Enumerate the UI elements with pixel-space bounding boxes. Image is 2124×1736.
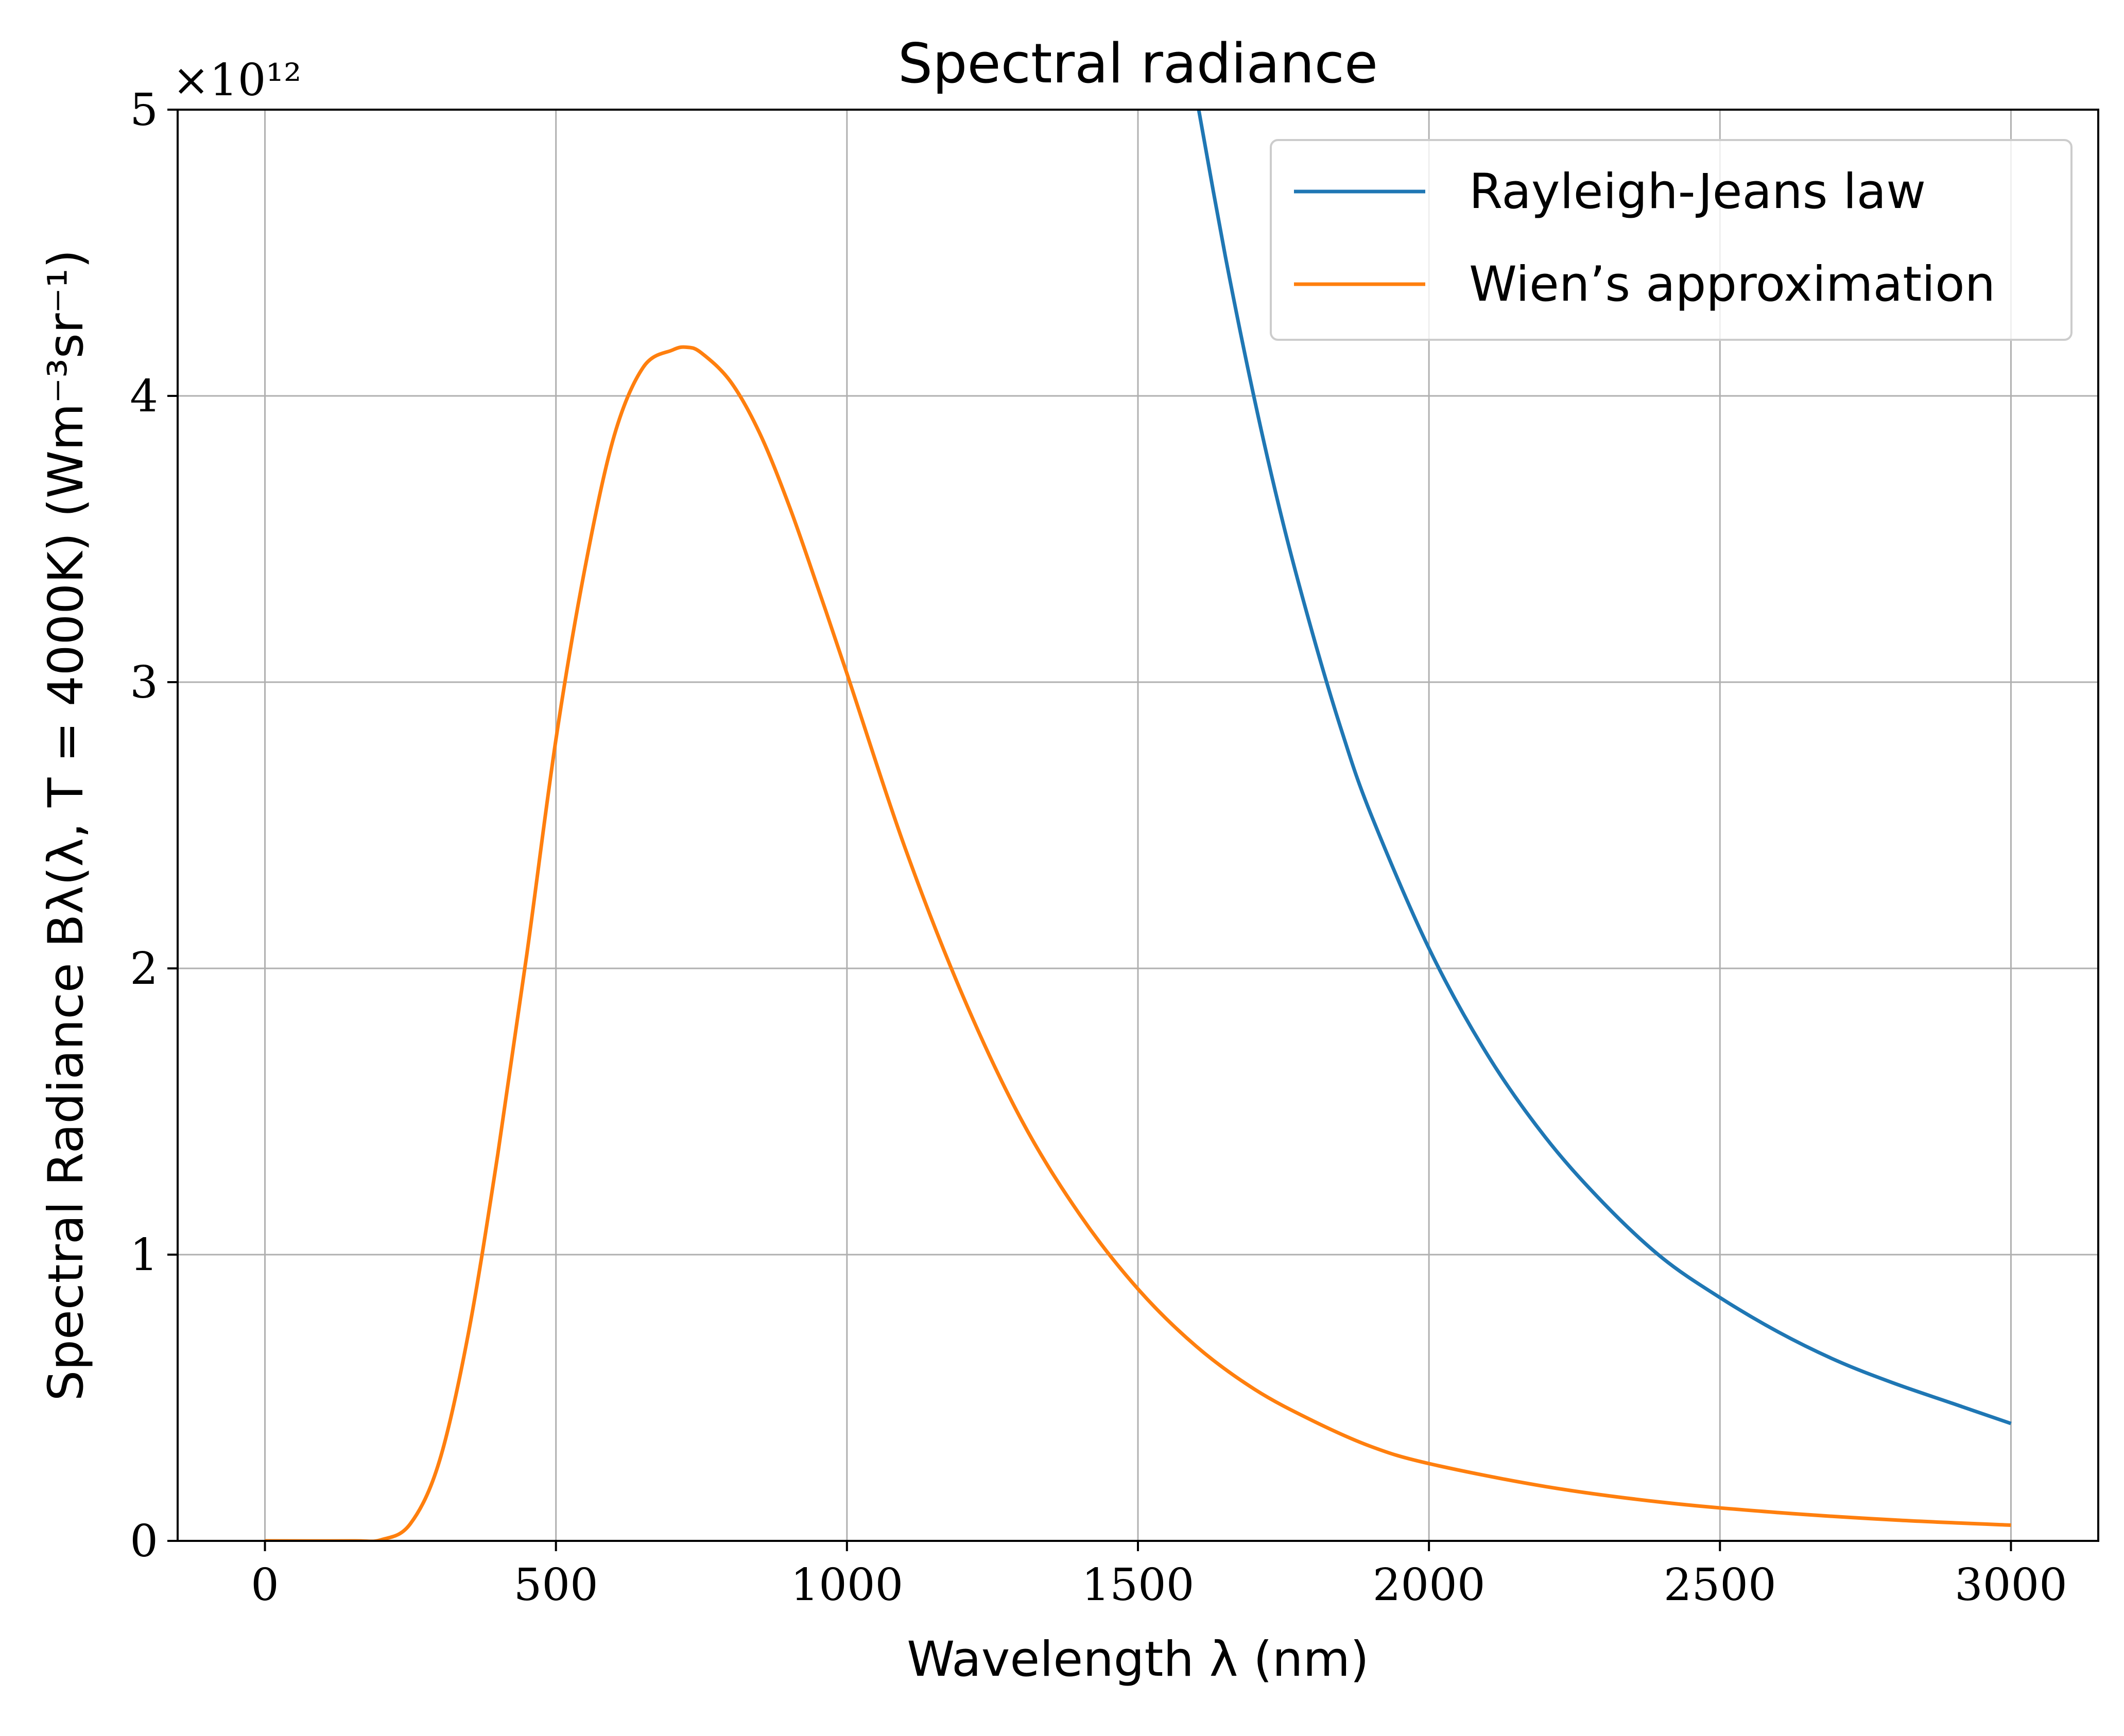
y-axis-label: Spectral Radiance Bλ(λ, T = 4000K) (Wm⁻³… (38, 250, 94, 1401)
series-group (265, 110, 2012, 1541)
series-line-wien (265, 345, 2011, 1541)
y-axis-offset-label: ×10¹² (172, 55, 301, 106)
x-tick-label: 1500 (1082, 1559, 1195, 1611)
y-tick-label: 1 (130, 1229, 158, 1281)
legend-box (1270, 139, 2073, 341)
legend-entry-wien: Wien’s approximation (1469, 256, 1995, 313)
y-tick-label: 2 (130, 943, 158, 995)
chart-title: Spectral radiance (898, 32, 1378, 95)
x-tick-label: 2000 (1373, 1559, 1486, 1611)
x-tick-label: 3000 (1955, 1559, 2067, 1611)
legend: Rayleigh-Jeans law Wien’s approximation (1270, 139, 2073, 341)
y-tick-label: 0 (130, 1516, 158, 1567)
axis-ticks: 0 500 1000 1500 2000 2500 3000 0 1 2 3 4 5 (130, 84, 2067, 1611)
x-axis-label: Wavelength λ (nm) (907, 1631, 1369, 1688)
series-line-rayleigh-jeans (1197, 110, 2012, 1426)
x-tick-label: 0 (251, 1559, 279, 1611)
y-tick-label: 4 (130, 371, 158, 422)
legend-entry-rayleigh-jeans: Rayleigh-Jeans law (1469, 164, 1926, 220)
y-tick-label: 5 (130, 84, 158, 136)
x-tick-label: 2500 (1664, 1559, 1776, 1611)
y-tick-label: 3 (130, 657, 158, 708)
x-tick-label: 500 (514, 1559, 598, 1611)
x-tick-label: 1000 (790, 1559, 903, 1611)
